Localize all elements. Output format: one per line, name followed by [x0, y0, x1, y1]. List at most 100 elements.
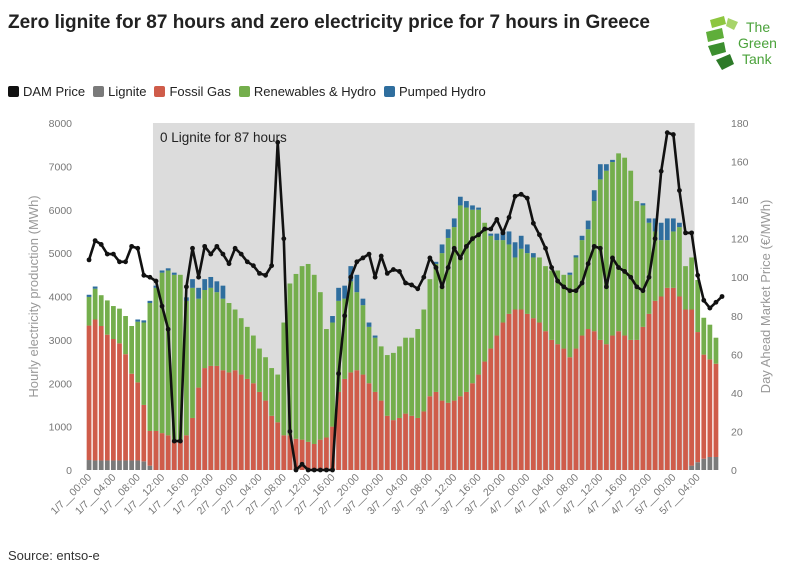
bar-renewables — [561, 274, 567, 349]
logo-text-the: The — [746, 19, 770, 35]
bar-renewables — [537, 257, 542, 323]
price-point — [573, 288, 579, 294]
bar-renewables — [378, 346, 384, 401]
price-point — [670, 132, 676, 137]
bar-pumped — [512, 242, 518, 258]
x-tick-label: 3/7__00:00 — [341, 472, 387, 518]
bar-gas — [153, 430, 159, 470]
price-point — [403, 280, 408, 286]
price-point — [482, 226, 488, 232]
bar-pumped — [494, 233, 500, 241]
bar-renewables — [658, 240, 664, 297]
bar-renewables — [348, 281, 354, 373]
bar-pumped — [360, 298, 366, 306]
bar-gas — [579, 335, 585, 470]
x-tick-label: 2/7__00:00 — [195, 472, 241, 518]
y2-tick-label: 160 — [731, 157, 749, 169]
bar-gas — [123, 354, 128, 461]
bar-pumped — [184, 297, 189, 301]
bar-gas — [135, 382, 141, 461]
bar-gas — [117, 343, 122, 461]
bar-renewables — [476, 209, 481, 375]
legend-item-renewables[interactable]: Renewables & Hydro — [238, 84, 376, 99]
x-tick-label: 4/7__08:00 — [535, 472, 581, 518]
x-tick-label: 3/7__04:00 — [365, 472, 411, 518]
price-point — [640, 288, 646, 294]
bar-pumped — [604, 164, 609, 171]
bar-lignite — [117, 460, 122, 470]
price-point — [165, 326, 171, 332]
x-tick-label: 4/7__12:00 — [560, 472, 606, 518]
bar-gas — [543, 331, 548, 470]
price-point — [159, 303, 165, 309]
price-point — [695, 272, 701, 278]
price-point — [348, 274, 354, 280]
bar-renewables — [524, 253, 530, 314]
bar-gas — [421, 411, 427, 470]
legend-item-gas[interactable]: Fossil Gas — [154, 84, 231, 99]
bar-gas — [86, 325, 92, 461]
x-tick-label: 1/7__16:00 — [146, 472, 192, 518]
bar-gas — [104, 334, 110, 461]
bar-gas — [184, 435, 189, 470]
price-point — [250, 263, 256, 269]
bar-pumped — [202, 279, 208, 290]
bar-gas — [244, 378, 250, 470]
legend-label: Fossil Gas — [169, 84, 231, 99]
bar-lignite — [104, 460, 110, 470]
bar-pumped — [573, 255, 579, 258]
bar-renewables — [281, 322, 287, 436]
bar-gas — [695, 332, 701, 463]
bar-pumped — [336, 287, 341, 301]
bar-pumped — [159, 270, 165, 273]
bar-gas — [196, 387, 201, 470]
y-axis-label: Hourly electricity production (MWh) — [26, 195, 41, 397]
bar-renewables — [488, 235, 494, 349]
bar-pumped — [652, 218, 658, 232]
bar-pumped — [165, 268, 171, 271]
bar-gas — [305, 441, 311, 470]
bar-pumped — [439, 244, 445, 254]
bar-gas — [220, 370, 226, 470]
price-point — [86, 257, 92, 263]
legend-item-price[interactable]: DAM Price — [8, 84, 85, 99]
price-point — [530, 220, 536, 226]
x-tick-label: 3/7__20:00 — [462, 472, 508, 518]
bar-renewables — [597, 179, 603, 340]
bar-gas — [476, 374, 481, 470]
bar-pumped — [135, 319, 141, 322]
bar-gas — [275, 422, 281, 470]
bar-renewables — [342, 298, 348, 379]
legend-item-lignite[interactable]: Lignite — [93, 84, 146, 99]
bar-gas — [336, 391, 341, 470]
bar-renewables — [117, 308, 122, 344]
legend-item-pumped[interactable]: Pumped Hydro — [383, 84, 486, 99]
bar-renewables — [646, 222, 652, 314]
bar-renewables — [360, 305, 366, 375]
bar-pumped — [610, 159, 615, 163]
bar-renewables — [427, 279, 433, 397]
price-point — [123, 259, 128, 265]
bar-renewables — [86, 296, 92, 326]
bar-gas — [427, 396, 433, 470]
price-point — [415, 286, 421, 292]
bar-renewables — [713, 337, 719, 364]
legend-swatch — [238, 86, 250, 97]
bar-pumped — [488, 233, 494, 236]
x-tick-label: 1/7__04:00 — [73, 472, 119, 518]
bar-gas — [488, 348, 494, 470]
bar-renewables — [238, 318, 244, 375]
bar-pumped — [591, 190, 597, 202]
bar-gas — [445, 402, 451, 470]
legend-swatch — [154, 86, 166, 97]
bar-pumped — [677, 222, 682, 228]
price-point — [135, 245, 141, 251]
bar-lignite — [707, 456, 713, 470]
price-point — [372, 274, 378, 280]
bar-renewables — [652, 231, 658, 301]
x-tick-label: 2/7__08:00 — [243, 472, 289, 518]
bar-gas — [98, 325, 104, 461]
bar-gas — [494, 335, 500, 470]
bar-gas — [129, 373, 135, 461]
price-point — [646, 274, 652, 280]
